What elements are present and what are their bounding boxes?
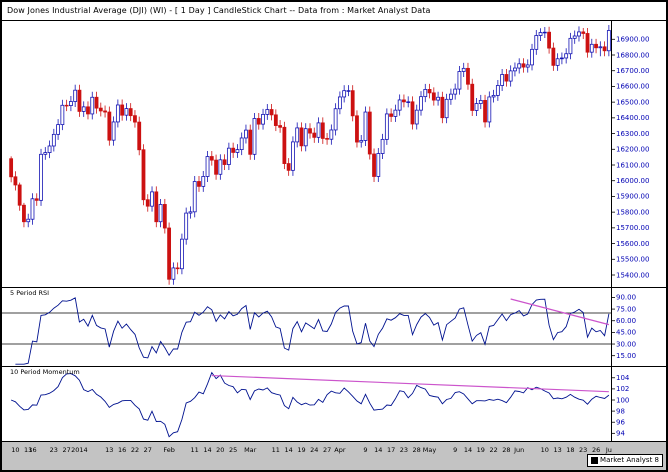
svg-text:30.00: 30.00 xyxy=(616,340,636,348)
svg-text:16900.00: 16900.00 xyxy=(616,36,649,44)
svg-text:19: 19 xyxy=(477,446,485,454)
svg-text:25: 25 xyxy=(229,446,237,454)
svg-text:15700.00: 15700.00 xyxy=(616,224,649,232)
svg-text:26: 26 xyxy=(592,446,600,454)
svg-text:14: 14 xyxy=(285,446,293,454)
svg-text:May: May xyxy=(423,446,437,454)
svg-text:15500.00: 15500.00 xyxy=(616,256,649,264)
svg-text:16500.00: 16500.00 xyxy=(616,98,649,106)
svg-text:10: 10 xyxy=(541,446,549,454)
svg-text:15800.00: 15800.00 xyxy=(616,208,649,216)
svg-text:24: 24 xyxy=(310,446,318,454)
momentum-panel-label: 10 Period Momentum xyxy=(10,368,80,376)
svg-text:27: 27 xyxy=(323,446,331,454)
svg-text:75.00: 75.00 xyxy=(616,305,636,313)
badge-label: Market Analyst 8 xyxy=(600,456,659,464)
chart-title: Dow Jones Industrial Average (DJI) (WI) … xyxy=(7,6,431,15)
market-analyst-logo-icon xyxy=(591,457,599,464)
svg-text:22: 22 xyxy=(131,446,139,454)
svg-text:28: 28 xyxy=(413,446,421,454)
panel-borders xyxy=(2,20,666,442)
svg-text:16700.00: 16700.00 xyxy=(616,67,649,75)
market-analyst-badge: Market Analyst 8 xyxy=(587,454,663,467)
svg-text:Mar: Mar xyxy=(244,446,257,454)
svg-text:16300.00: 16300.00 xyxy=(616,130,649,138)
svg-text:27: 27 xyxy=(144,446,152,454)
svg-text:16100.00: 16100.00 xyxy=(616,161,649,169)
svg-text:9: 9 xyxy=(453,446,457,454)
svg-text:15.00: 15.00 xyxy=(616,352,636,360)
svg-text:13: 13 xyxy=(105,446,113,454)
rsi-panel-label: 5 Period RSI xyxy=(10,289,50,297)
svg-text:23: 23 xyxy=(50,446,58,454)
svg-text:Feb: Feb xyxy=(163,446,175,454)
svg-text:98: 98 xyxy=(616,407,625,415)
svg-text:94: 94 xyxy=(616,430,625,438)
svg-text:14: 14 xyxy=(203,446,211,454)
svg-text:90.00: 90.00 xyxy=(616,294,636,302)
svg-text:14: 14 xyxy=(374,446,382,454)
svg-text:20: 20 xyxy=(216,446,224,454)
svg-text:23: 23 xyxy=(400,446,408,454)
svg-text:Ju: Ju xyxy=(605,446,612,454)
svg-text:28: 28 xyxy=(502,446,510,454)
svg-text:11: 11 xyxy=(272,446,280,454)
svg-text:Apr: Apr xyxy=(334,446,346,454)
svg-text:16400.00: 16400.00 xyxy=(616,114,649,122)
svg-text:13: 13 xyxy=(24,446,32,454)
svg-text:17: 17 xyxy=(387,446,395,454)
date-axis-strip xyxy=(2,442,666,470)
svg-text:100: 100 xyxy=(616,396,629,404)
rsi-panel: 90.00 75.00 60.00 45.00 30.00 15.00 xyxy=(2,294,636,365)
svg-text:16: 16 xyxy=(28,446,36,454)
svg-text:9: 9 xyxy=(363,446,367,454)
svg-text:11: 11 xyxy=(191,446,199,454)
svg-text:Jun: Jun xyxy=(513,446,524,454)
svg-text:45.00: 45.00 xyxy=(616,329,636,337)
svg-text:23: 23 xyxy=(579,446,587,454)
momentum-panel: 104 102 100 98 96 94 xyxy=(10,371,630,438)
svg-text:10: 10 xyxy=(11,446,19,454)
svg-text:16200.00: 16200.00 xyxy=(616,146,649,154)
svg-text:16600.00: 16600.00 xyxy=(616,83,649,91)
svg-text:16000.00: 16000.00 xyxy=(616,177,649,185)
svg-text:14: 14 xyxy=(464,446,472,454)
svg-text:16800.00: 16800.00 xyxy=(616,51,649,59)
svg-text:102: 102 xyxy=(616,385,629,393)
svg-text:104: 104 xyxy=(616,374,630,382)
svg-text:96: 96 xyxy=(616,419,625,427)
svg-text:27: 27 xyxy=(62,446,70,454)
svg-text:2014: 2014 xyxy=(71,446,88,454)
svg-text:16: 16 xyxy=(118,446,126,454)
price-axis-labels: 16900.00 16800.00 16700.00 16600.00 16500.00… xyxy=(611,36,649,279)
svg-text:19: 19 xyxy=(297,446,305,454)
candlesticks xyxy=(9,24,611,285)
svg-text:18: 18 xyxy=(566,446,574,454)
svg-text:15600.00: 15600.00 xyxy=(616,240,649,248)
svg-text:15400.00: 15400.00 xyxy=(616,271,649,279)
svg-text:60.00: 60.00 xyxy=(616,317,636,325)
svg-text:15900.00: 15900.00 xyxy=(616,193,649,201)
svg-text:22: 22 xyxy=(489,446,497,454)
svg-text:13: 13 xyxy=(553,446,561,454)
